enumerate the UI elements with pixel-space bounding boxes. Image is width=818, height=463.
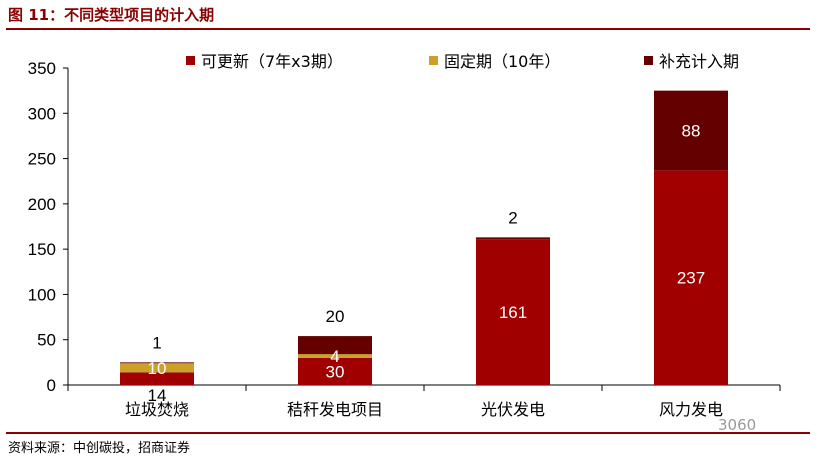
data-label: 20 — [326, 307, 345, 326]
legend-swatch — [186, 56, 195, 65]
bar-segment — [476, 237, 550, 240]
data-label: 4 — [330, 347, 339, 366]
figure-title: 图 11：不同类型项目的计入期 — [8, 6, 215, 24]
bar-segment — [120, 372, 194, 385]
data-label: 10 — [148, 359, 167, 378]
legend-label: 补充计入期 — [659, 52, 739, 71]
watermark: 3060 — [718, 416, 757, 434]
data-label: 30 — [326, 362, 345, 381]
data-label: 2 — [508, 208, 517, 227]
y-tick-label: 350 — [28, 59, 56, 78]
bar-segment — [298, 357, 372, 385]
y-tick-label: 200 — [28, 195, 56, 214]
footer-rule — [6, 432, 810, 434]
data-label: 161 — [499, 303, 527, 322]
y-tick-label: 250 — [28, 150, 56, 169]
stacked-bar-chart: 0 50 100 150 200 250 300 350 14 10 1 垃圾焚烧 304 20 秸秆发电项… — [28, 52, 781, 419]
legend-label: 固定期（10年） — [444, 52, 560, 71]
title-rule — [6, 28, 810, 30]
bar-segment — [120, 363, 194, 373]
data-label: 88 — [682, 121, 701, 140]
y-tick-label: 50 — [37, 331, 56, 350]
legend-swatch — [644, 56, 653, 65]
bar-segment — [298, 336, 372, 355]
bar-segment — [654, 90, 728, 171]
bar-segment — [654, 170, 728, 385]
bar-segment — [298, 354, 372, 358]
category-label: 光伏发电 — [481, 400, 545, 419]
source-note: 资料来源：中创碳投，招商证券 — [8, 441, 191, 456]
category-label: 垃圾焚烧 — [125, 400, 189, 419]
data-label: 14 — [148, 386, 167, 405]
category-label: 秸秆发电项目 — [287, 400, 383, 419]
legend-label: 可更新（7年x3期） — [201, 52, 343, 71]
data-label: 237 — [677, 269, 705, 288]
y-tick-label: 300 — [28, 104, 56, 123]
y-tick-label: 150 — [28, 240, 56, 259]
bar-segment — [476, 239, 550, 385]
y-tick-label: 100 — [28, 285, 56, 304]
y-tick-label: 0 — [47, 376, 56, 395]
category-label: 风力发电 — [659, 400, 723, 419]
legend-swatch — [429, 56, 438, 65]
data-label: 1 — [152, 333, 161, 352]
bar-segment — [120, 362, 194, 364]
